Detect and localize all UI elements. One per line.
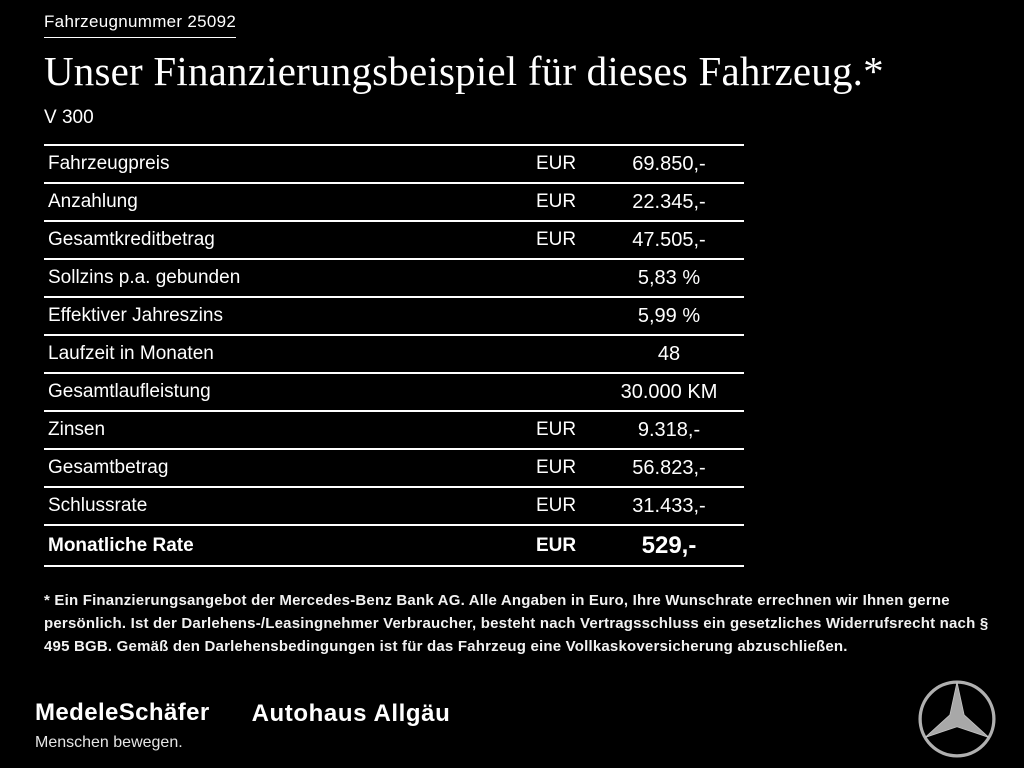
vehicle-model: V 300 <box>44 107 94 128</box>
row-value: 56.823,- <box>632 456 706 479</box>
page-content: Fahrzeugnummer 25092 Unser Finanzierungs… <box>44 12 989 655</box>
row-value: 22.345,- <box>632 190 706 213</box>
dealer1-block: MedeleSchäfer Menschen bewegen. <box>35 699 210 752</box>
row-currency: EUR <box>536 534 577 556</box>
row-value: 48 <box>657 342 681 365</box>
table-row: Effektiver Jahreszins 5,99 % <box>44 296 744 334</box>
table-row: Gesamtbetrag EUR 56.823,- <box>44 448 744 486</box>
row-label: Gesamtlaufleistung <box>48 381 211 402</box>
row-currency: EUR <box>536 457 577 478</box>
row-currency: EUR <box>536 419 577 440</box>
table-row: Zinsen EUR 9.318,- <box>44 410 744 448</box>
row-value: 31.433,- <box>632 494 706 517</box>
row-label: Anzahlung <box>48 191 138 212</box>
mercedes-star-icon <box>918 680 996 758</box>
page-title: Unser Finanzierungsbeispiel für dieses F… <box>44 48 884 94</box>
row-value: 529,- <box>641 531 697 559</box>
table-row: Gesamtkreditbetrag EUR 47.505,- <box>44 220 744 258</box>
table-row: Fahrzeugpreis EUR 69.850,- <box>44 144 744 182</box>
row-label: Monatliche Rate <box>48 534 194 556</box>
row-currency: EUR <box>536 191 577 212</box>
legal-footnote: * Ein Finanzierungsangebot der Mercedes-… <box>44 592 989 655</box>
row-label: Fahrzeugpreis <box>48 153 170 174</box>
row-label: Effektiver Jahreszins <box>48 305 223 326</box>
vehicle-number: Fahrzeugnummer 25092 <box>44 12 237 38</box>
row-currency: EUR <box>536 153 577 174</box>
dealer1-tagline: Menschen bewegen. <box>35 734 183 751</box>
dealer-footer: MedeleSchäfer Menschen bewegen. Autohaus… <box>35 699 450 752</box>
row-value: 69.850,- <box>632 152 706 175</box>
row-value: 30.000 KM <box>620 380 718 403</box>
financing-table: Fahrzeugpreis EUR 69.850,- Anzahlung EUR… <box>44 144 744 567</box>
row-label: Schlussrate <box>48 495 148 516</box>
table-row: Laufzeit in Monaten 48 <box>44 334 744 372</box>
row-label: Zinsen <box>48 419 106 440</box>
row-currency: EUR <box>536 495 577 516</box>
dealer2-logo: Autohaus Allgäu <box>251 700 451 727</box>
table-row: Anzahlung EUR 22.345,- <box>44 182 744 220</box>
row-value: 5,99 % <box>637 304 701 327</box>
row-label: Gesamtbetrag <box>48 457 169 478</box>
row-label: Sollzins p.a. gebunden <box>48 267 241 288</box>
row-currency: EUR <box>536 229 577 250</box>
table-row: Sollzins p.a. gebunden 5,83 % <box>44 258 744 296</box>
row-value: 9.318,- <box>637 418 701 441</box>
row-value: 47.505,- <box>632 228 706 251</box>
row-value: 5,83 % <box>637 266 701 289</box>
dealer1-logo: MedeleSchäfer <box>35 699 210 726</box>
table-row: Schlussrate EUR 31.433,- <box>44 486 744 524</box>
table-row-monthly-rate: Monatliche Rate EUR 529,- <box>44 524 744 567</box>
table-row: Gesamtlaufleistung 30.000 KM <box>44 372 744 410</box>
row-label: Gesamtkreditbetrag <box>48 229 215 250</box>
row-label: Laufzeit in Monaten <box>48 343 214 364</box>
